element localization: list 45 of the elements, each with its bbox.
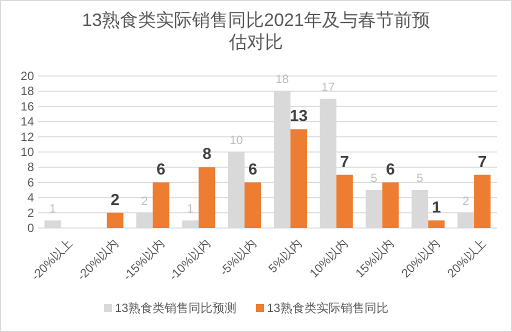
x-tick-label: -5%以内 <box>216 236 259 278</box>
y-tick-label: 8 <box>27 160 34 174</box>
bar <box>244 182 262 228</box>
bar <box>182 220 199 228</box>
y-tick-label: 4 <box>27 190 34 205</box>
y-tick-label: 20 <box>20 69 34 83</box>
data-label: 8 <box>202 146 212 164</box>
bar <box>44 220 61 228</box>
data-label: 7 <box>340 154 350 171</box>
y-tick-label: 0 <box>27 221 34 235</box>
y-tick-label: 2 <box>27 206 34 220</box>
data-label: 1 <box>49 201 56 216</box>
data-label: 17 <box>321 80 336 94</box>
y-tick-label: 14 <box>20 114 34 129</box>
data-label: 1 <box>432 199 441 216</box>
data-label: 5 <box>416 171 424 185</box>
bar <box>474 174 491 228</box>
data-label: 6 <box>248 161 258 178</box>
x-tick-label: 5%以内 <box>266 236 305 276</box>
data-label: 2 <box>141 194 148 208</box>
bar <box>152 182 170 228</box>
data-label: 2 <box>462 194 470 208</box>
data-label: 5 <box>370 171 378 185</box>
legend-label: 13熟食类销售同比预测 <box>115 301 236 315</box>
y-tick-label: 16 <box>20 99 34 114</box>
data-label: 13 <box>290 108 308 126</box>
y-tick-label: 10 <box>20 145 34 159</box>
y-tick-label: 12 <box>20 130 34 144</box>
data-label: 6 <box>156 161 166 178</box>
data-label: 18 <box>276 72 290 86</box>
data-label: 1 <box>187 201 194 216</box>
bar <box>290 129 307 228</box>
data-label: 10 <box>230 133 244 147</box>
legend-label: 13熟食类实际销售同比 <box>267 301 388 315</box>
data-label: 2 <box>110 192 120 209</box>
bar <box>106 212 124 228</box>
data-label: 6 <box>386 161 396 178</box>
bar <box>198 167 216 228</box>
y-tick-label: 18 <box>20 84 34 98</box>
bar <box>428 220 445 228</box>
bar <box>336 174 353 228</box>
chart-title: 13熟食类实际销售同比2021年及与春节前预估对比 <box>82 10 430 52</box>
y-tick-label: 6 <box>27 175 34 190</box>
data-label: 7 <box>478 154 487 171</box>
bar <box>382 182 399 228</box>
